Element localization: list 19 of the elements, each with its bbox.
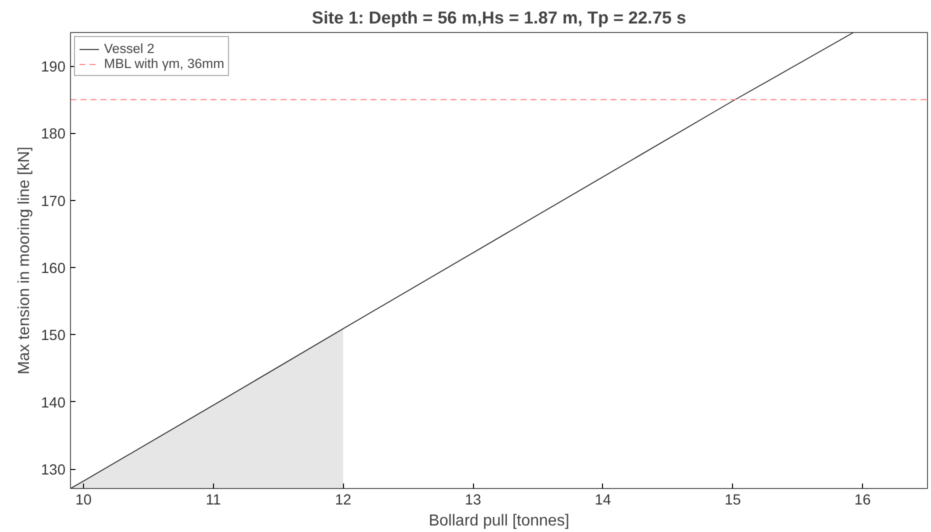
x-tick-label: 10 (75, 492, 92, 508)
y-tick-label: 190 (41, 60, 66, 76)
y-tick-label: 130 (41, 462, 66, 479)
chart-title: Site 1: Depth = 56 m,Hs = 1.87 m, Tp = 22.75 s (312, 8, 686, 28)
y-axis-title: Max tension in mooring line [kN] (16, 146, 34, 374)
x-tick-label: 13 (464, 492, 482, 508)
y-tick-label: 150 (41, 328, 66, 344)
y-tick-label: 180 (41, 126, 66, 143)
x-tick-label: 11 (206, 492, 221, 508)
x-tick-label: 14 (594, 492, 612, 508)
x-tick-label: 12 (335, 492, 352, 508)
y-tick-label: 160 (41, 261, 66, 278)
x-axis-title: Bollard pull [tonnes] (428, 512, 570, 530)
legend-label: Vessel 2 (104, 41, 154, 56)
legend-label: MBL with γm, 36mm (104, 56, 224, 71)
y-tick-label: 140 (41, 395, 66, 412)
x-tick-label: 15 (724, 492, 741, 508)
y-tick-label: 170 (41, 194, 66, 210)
x-tick-label: 16 (854, 492, 871, 508)
